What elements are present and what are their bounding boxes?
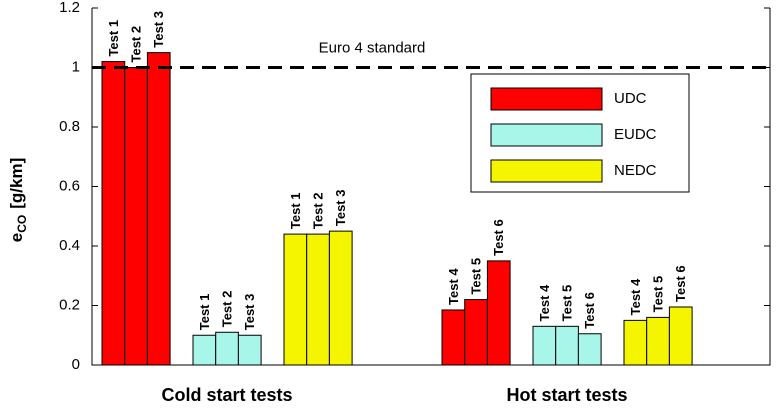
- bar-label: Test 1: [106, 20, 121, 57]
- bar-label: Test 4: [628, 278, 643, 315]
- legend-label: NEDC: [614, 162, 657, 179]
- group-label: Hot start tests: [507, 385, 628, 405]
- axis-frame: [91, 8, 771, 366]
- bar-label: Test 6: [491, 219, 506, 256]
- legend-swatch: [490, 123, 603, 147]
- bar: [668, 306, 693, 366]
- y-tick-label: 1: [72, 58, 80, 75]
- bar-label: Test 6: [582, 292, 597, 329]
- bar-label: Test 6: [673, 265, 688, 302]
- bar-label: Test 2: [128, 26, 143, 63]
- bar-label: Test 5: [650, 276, 665, 313]
- bar: [623, 319, 648, 366]
- bar: [101, 61, 126, 366]
- bar: [192, 334, 217, 366]
- bar-label: Test 2: [219, 291, 234, 328]
- group-label: Cold start tests: [162, 385, 293, 405]
- y-tick-label: 0: [72, 356, 80, 373]
- legend-swatch: [490, 87, 603, 111]
- bar-label: Test 1: [288, 192, 303, 229]
- y-tick-label: 1.2: [59, 0, 80, 16]
- bar: [441, 309, 466, 366]
- bar-label: Test 4: [537, 284, 552, 321]
- legend-label: UDC: [614, 90, 647, 107]
- bar: [283, 233, 308, 366]
- y-tick-label: 0.2: [59, 296, 80, 313]
- bar-label: Test 1: [197, 294, 212, 331]
- y-tick-label: 0.6: [59, 177, 80, 194]
- bar: [646, 316, 670, 366]
- bar: [146, 52, 171, 366]
- bar-label: Test 4: [446, 268, 461, 305]
- bar-label: Test 3: [333, 190, 348, 227]
- bar: [486, 260, 511, 366]
- y-axis-label: eCO [g/km]: [7, 158, 29, 242]
- bar: [464, 299, 488, 366]
- bar: [577, 333, 602, 366]
- y-label-unit: [g/km]: [7, 158, 26, 209]
- bar-label: Test 3: [151, 11, 166, 48]
- y-label-sub: CO: [15, 215, 29, 233]
- y-tick-label: 0.8: [59, 118, 80, 135]
- legend-label: EUDC: [614, 126, 657, 143]
- bar: [215, 331, 239, 366]
- y-tick-label: 0.4: [59, 237, 80, 254]
- bar: [306, 233, 330, 366]
- bar-label: Test 3: [242, 294, 257, 331]
- bar-label: Test 5: [559, 285, 574, 322]
- bar: [532, 325, 557, 366]
- reference-label: Euro 4 standard: [319, 39, 426, 56]
- bar-label: Test 5: [468, 258, 483, 295]
- y-label-main: e: [7, 233, 26, 242]
- bar: [555, 325, 579, 366]
- legend-swatch: [490, 159, 603, 183]
- bar: [124, 67, 148, 366]
- bar: [237, 334, 262, 366]
- bar-label: Test 2: [310, 192, 325, 229]
- bar: [328, 230, 353, 366]
